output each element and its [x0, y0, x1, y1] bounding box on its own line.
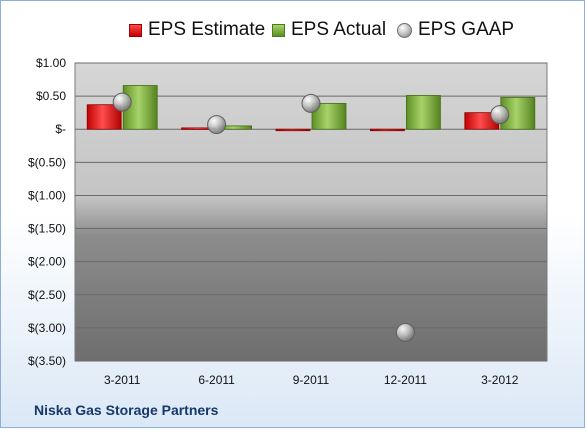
eps-gaap-point — [301, 93, 321, 113]
x-tick-label: 3-2011 — [104, 373, 141, 387]
gaap-points — [112, 92, 510, 343]
eps-estimate-bar — [275, 128, 311, 132]
legend-label-gaap: EPS GAAP — [418, 19, 515, 40]
y-tick-label: $(3.00) — [28, 321, 66, 335]
legend-swatch-actual — [272, 23, 285, 37]
y-tick-label: $- — [55, 122, 66, 136]
eps-estimate-bar — [369, 128, 405, 132]
legend-item-eps-estimate: EPS Estimate — [129, 15, 265, 45]
eps-actual-bar — [405, 95, 441, 130]
eps-gaap-point — [112, 92, 132, 112]
y-axis-ticks: $1.00 $0.50 $- $(0.50) $(1.00) $(1.50) $(2.00)… — [28, 56, 66, 368]
y-tick-label: $(3.50) — [28, 354, 66, 368]
eps-gaap-point — [395, 323, 415, 343]
y-tick-label: $0.50 — [36, 89, 66, 103]
company-name: Niska Gas Storage Partners — [34, 402, 219, 418]
legend-label-actual: EPS Actual — [291, 19, 387, 40]
legend-item-eps-gaap: EPS GAAP — [397, 15, 514, 45]
x-tick-label: 6-2011 — [198, 373, 235, 387]
x-tick-label: 9-2011 — [293, 373, 330, 387]
y-tick-label: $(0.50) — [28, 155, 66, 169]
y-tick-label: $(1.50) — [28, 222, 66, 236]
legend-item-eps-actual: EPS Actual — [272, 15, 386, 45]
y-tick-label: $(1.00) — [28, 188, 66, 202]
y-tick-label: $1.00 — [36, 56, 66, 70]
eps-gaap-point — [207, 115, 227, 135]
legend: EPS Estimate EPS Actual EPS GAAP — [1, 15, 587, 45]
eps-gaap-point — [490, 105, 510, 125]
legend-label-estimate: EPS Estimate — [148, 19, 266, 40]
legend-swatch-estimate — [129, 23, 142, 37]
x-tick-label: 3-2012 — [481, 373, 519, 387]
x-axis-ticks: 3-2011 6-2011 9-2011 12-2011 3-2012 — [104, 373, 519, 387]
x-tick-label: 12-2011 — [384, 373, 427, 387]
y-tick-label: $(2.00) — [28, 255, 66, 269]
legend-swatch-gaap-icon — [397, 22, 412, 38]
y-tick-label: $(2.50) — [28, 288, 66, 302]
